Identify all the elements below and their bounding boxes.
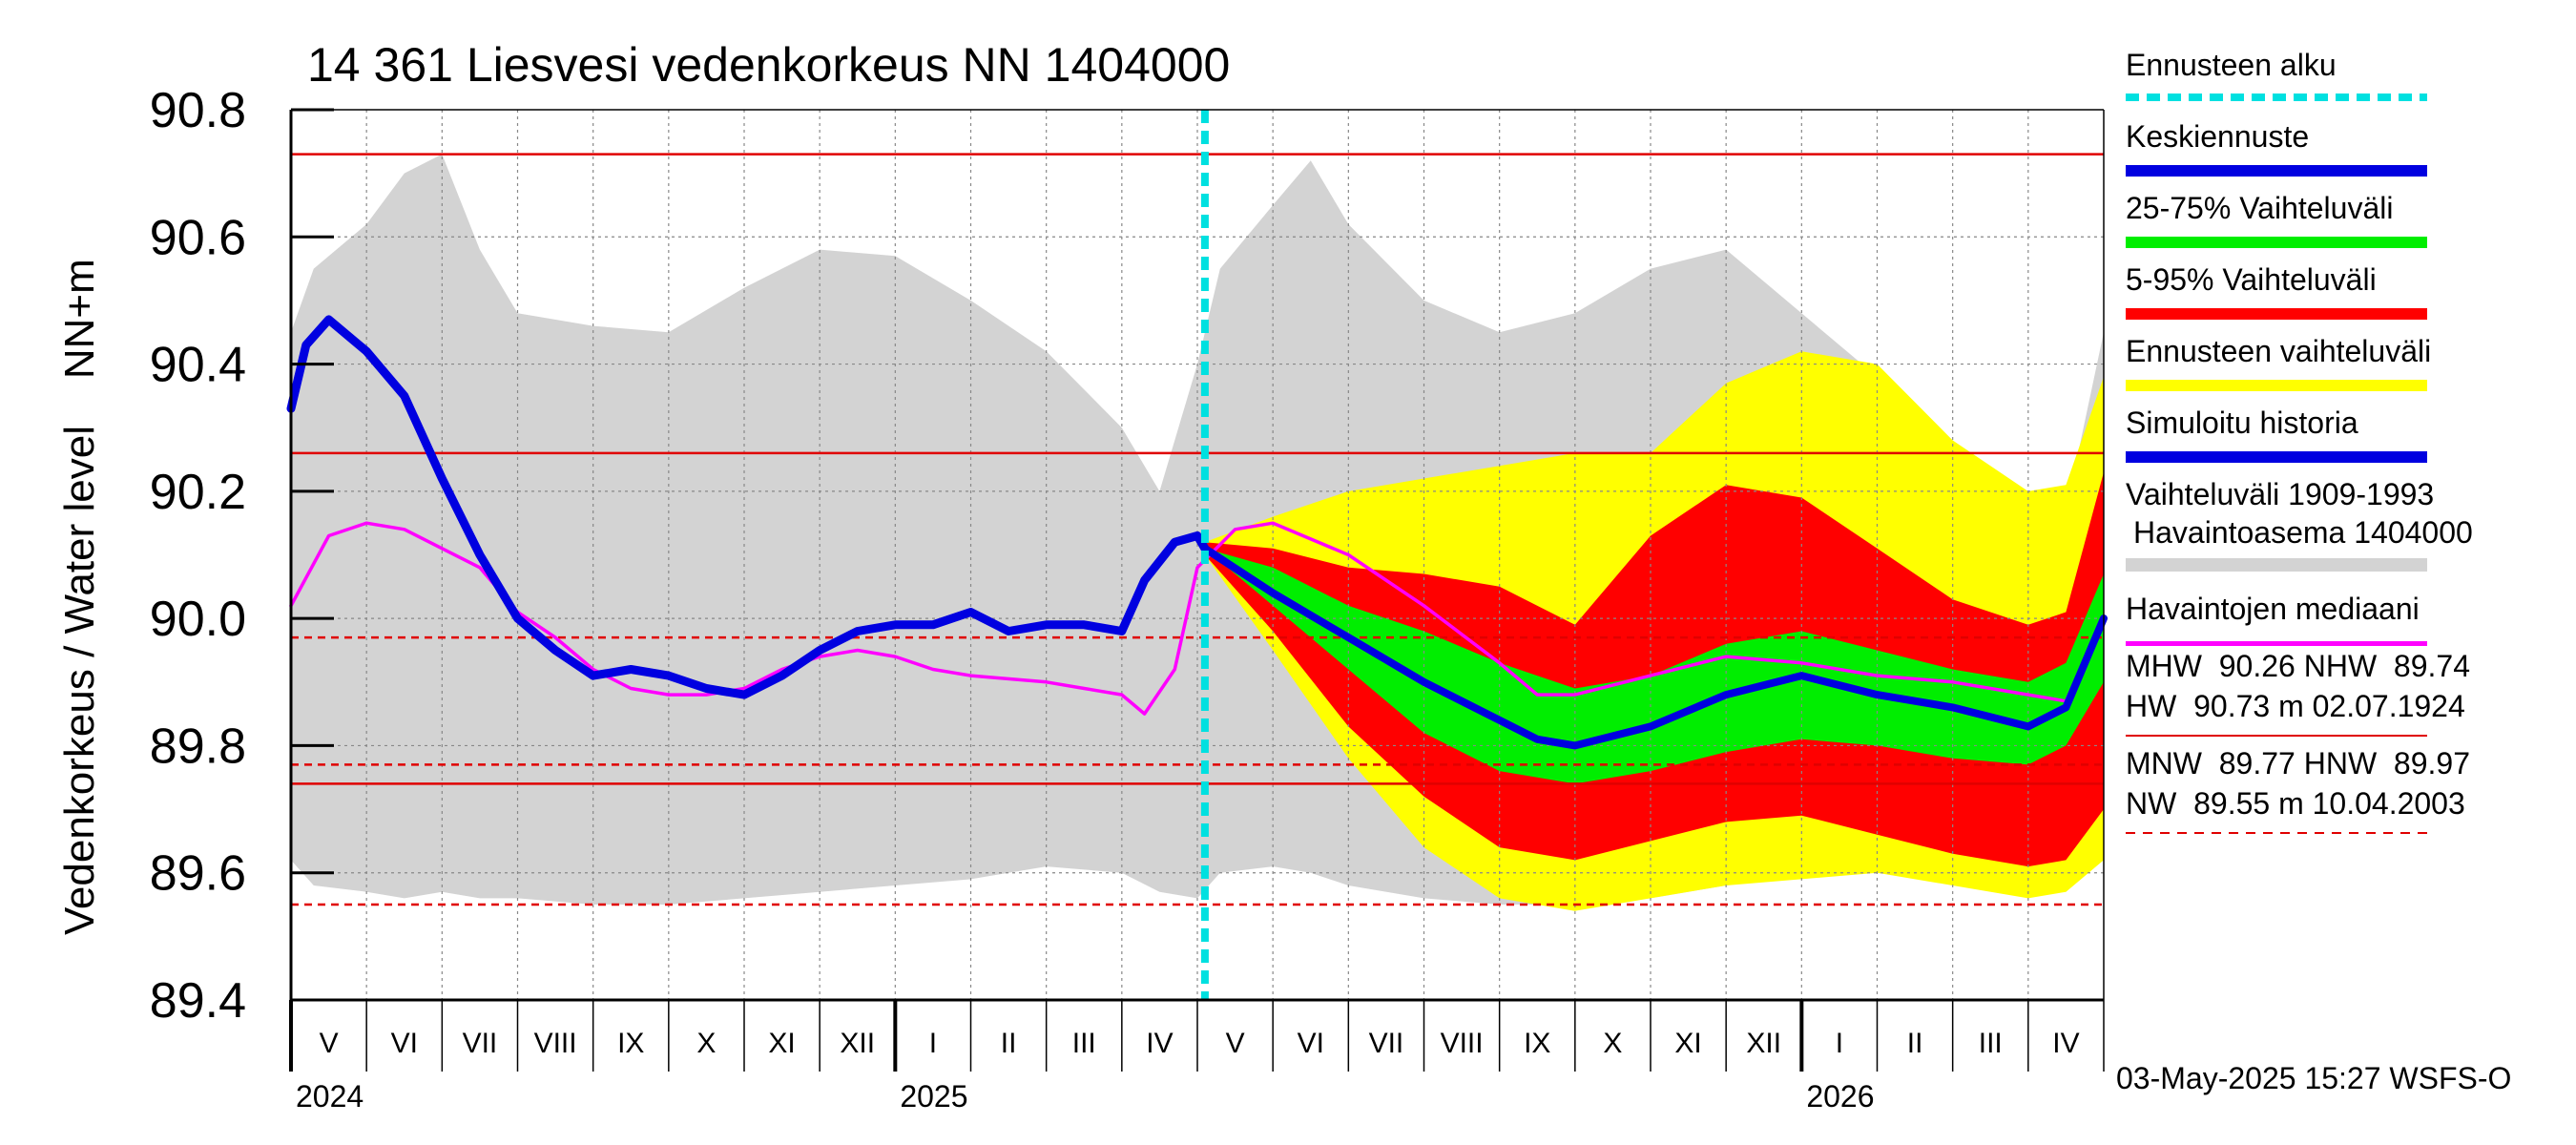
legend: Ennusteen alku Keskiennuste 25-75% Vaiht…	[2126, 38, 2565, 654]
x-month-label: VII	[463, 1028, 498, 1059]
band-25-75	[1204, 548, 2104, 784]
x-month-label: VI	[1298, 1028, 1324, 1059]
legend-swatch-observed-median	[2126, 641, 2427, 646]
x-month-label: I	[929, 1028, 937, 1059]
grid-lines	[291, 110, 2104, 1000]
legend-item-band-5-95: 5-95% Vaihteluväli	[2126, 253, 2565, 324]
stat-nw: NW 89.55 m 10.04.2003	[2126, 786, 2465, 821]
chart-title: 14 361 Liesvesi vedenkorkeus NN 1404000	[307, 38, 1230, 92]
legend-label-simulated-history: Simuloitu historia	[2126, 406, 2358, 440]
y-tick-label: 90.8	[150, 83, 246, 138]
x-month-label: XII	[1746, 1028, 1781, 1059]
y-tick-label: 90.0	[150, 592, 246, 647]
x-month-label: III	[1072, 1028, 1096, 1059]
x-month-label: IX	[617, 1028, 644, 1059]
y-tick-label: 90.4	[150, 338, 246, 393]
legend-item-mean-forecast: Keskiennuste	[2126, 110, 2565, 181]
x-month-label: VIII	[534, 1028, 577, 1059]
legend-swatch-simulated-history	[2126, 451, 2427, 463]
x-month-label: X	[696, 1028, 716, 1059]
timestamp-footer: 03-May-2025 15:27 WSFS-O	[2116, 1061, 2512, 1095]
x-month-label: V	[1226, 1028, 1245, 1059]
legend-item-simulated-history: Simuloitu historia	[2126, 396, 2565, 468]
band-5-95	[1204, 471, 2104, 867]
stat-hw: HW 90.73 m 02.07.1924	[2126, 689, 2465, 723]
y-axis-label: Vedenkorkeus / Water level NN+m	[56, 259, 103, 935]
legend-label-forecast-range: Ennusteen vaihteluväli	[2126, 334, 2432, 368]
statistics-panel: MHW 90.26 NHW 89.74 HW 90.73 m 02.07.192…	[2126, 649, 2565, 843]
legend-item-history-range: Vaihteluväli 1909-1993 Havaintoasema 140…	[2126, 468, 2565, 582]
legend-swatch-history-range	[2126, 558, 2427, 572]
legend-label-history-range-1: Vaihteluväli 1909-1993	[2126, 477, 2435, 511]
mean-forecast-line	[1200, 544, 2108, 750]
x-year-label: 2024	[296, 1079, 364, 1114]
legend-label-band-25-75: 25-75% Vaihteluväli	[2126, 191, 2394, 225]
legend-swatch-forecast-range	[2126, 380, 2427, 391]
x-year-label: 2025	[900, 1079, 967, 1114]
legend-label-band-5-95: 5-95% Vaihteluväli	[2126, 262, 2377, 297]
x-month-label: XII	[840, 1028, 875, 1059]
x-month-label: II	[1907, 1028, 1923, 1059]
legend-label-history-range-2: Havaintoasema 1404000	[2133, 515, 2473, 550]
y-tick-label: 89.4	[150, 973, 246, 1029]
y-tick-label: 89.6	[150, 846, 246, 902]
legend-swatch-mean-forecast	[2126, 165, 2427, 177]
legend-swatch-band-25-75	[2126, 237, 2427, 248]
y-tick-label: 90.2	[150, 465, 246, 520]
legend-swatch-forecast-start	[2126, 94, 2427, 101]
x-month-label: VI	[391, 1028, 418, 1059]
x-month-label: VIII	[1441, 1028, 1484, 1059]
legend-item-band-25-75: 25-75% Vaihteluväli	[2126, 181, 2565, 253]
x-month-label: II	[1001, 1028, 1017, 1059]
x-month-label: XI	[1674, 1028, 1701, 1059]
x-month-label: IV	[1146, 1028, 1173, 1059]
legend-item-forecast-range: Ennusteen vaihteluväli	[2126, 324, 2565, 396]
x-month-label: X	[1603, 1028, 1622, 1059]
legend-label-observed-median: Havaintojen mediaani	[2126, 592, 2420, 626]
legend-label-forecast-start: Ennusteen alku	[2126, 48, 2337, 82]
simulated-history-line	[286, 315, 1210, 699]
stat-nw-rule	[2126, 832, 2427, 834]
stat-mhw-nhw: MHW 90.26 NHW 89.74	[2126, 649, 2470, 683]
x-month-label: III	[1979, 1028, 2003, 1059]
x-month-label: VII	[1369, 1028, 1404, 1059]
y-tick-label: 90.6	[150, 210, 246, 265]
y-tick-label: 89.8	[150, 718, 246, 774]
x-month-label: XI	[768, 1028, 795, 1059]
legend-item-observed-median: Havaintojen mediaani	[2126, 582, 2565, 654]
stat-mnw-hnw: MNW 89.77 HNW 89.97	[2126, 746, 2470, 781]
x-month-label: IV	[2052, 1028, 2079, 1059]
legend-label-mean-forecast: Keskiennuste	[2126, 119, 2310, 154]
x-year-label: 2026	[1806, 1079, 1874, 1114]
legend-swatch-band-5-95	[2126, 308, 2427, 320]
legend-item-forecast-start: Ennusteen alku	[2126, 38, 2565, 110]
x-month-label: I	[1836, 1028, 1843, 1059]
x-month-label: IX	[1524, 1028, 1550, 1059]
observed-median-line	[289, 521, 2106, 716]
stat-hw-rule	[2126, 735, 2427, 737]
x-month-label: V	[320, 1028, 339, 1059]
